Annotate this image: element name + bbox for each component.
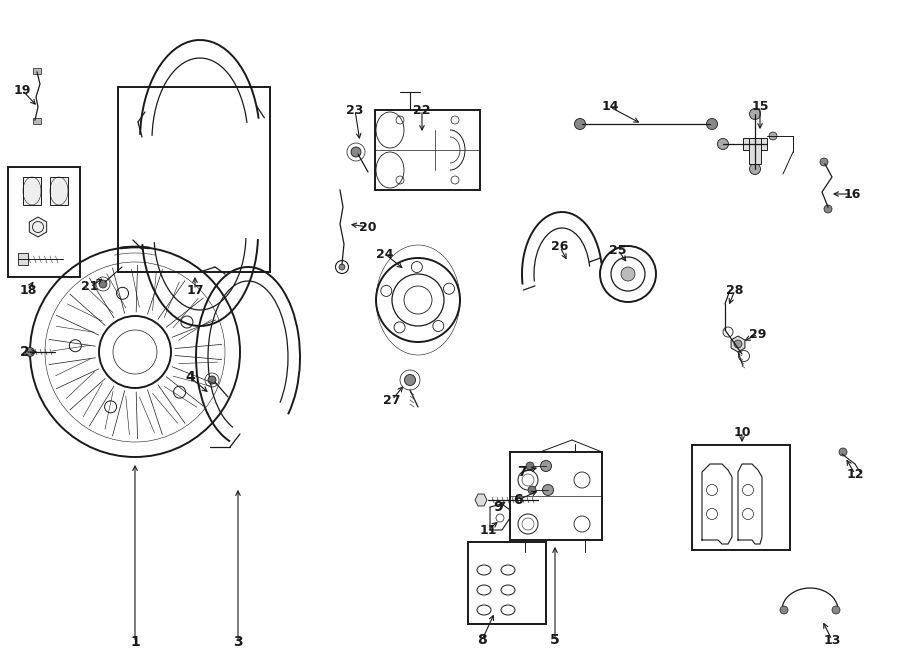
Text: 3: 3: [233, 635, 243, 649]
Text: 2: 2: [20, 345, 30, 359]
Circle shape: [734, 340, 742, 348]
Circle shape: [25, 348, 34, 357]
Circle shape: [541, 461, 552, 471]
Text: 9: 9: [493, 500, 503, 514]
Circle shape: [750, 164, 760, 175]
Text: 23: 23: [346, 103, 364, 117]
Text: 22: 22: [413, 103, 431, 117]
Bar: [692, 445, 790, 550]
Polygon shape: [30, 217, 47, 237]
Text: 8: 8: [477, 633, 487, 647]
Text: 26: 26: [552, 240, 569, 254]
Text: 24: 24: [376, 248, 394, 261]
Text: 7: 7: [518, 465, 526, 479]
Circle shape: [99, 280, 107, 288]
Text: 21: 21: [81, 281, 99, 293]
Text: 14: 14: [601, 101, 619, 113]
Text: 18: 18: [19, 283, 37, 297]
Bar: [50, 177, 68, 205]
Bar: [33, 68, 41, 74]
Circle shape: [528, 486, 536, 494]
Text: 11: 11: [479, 524, 497, 536]
Circle shape: [621, 267, 635, 281]
Circle shape: [839, 448, 847, 456]
Text: 1: 1: [130, 635, 140, 649]
Circle shape: [706, 118, 717, 130]
Text: 13: 13: [824, 634, 841, 647]
Bar: [33, 118, 41, 124]
Circle shape: [574, 118, 586, 130]
Bar: [510, 452, 602, 540]
Bar: [749, 138, 761, 164]
Circle shape: [717, 138, 728, 150]
Circle shape: [339, 264, 345, 270]
Circle shape: [351, 147, 361, 157]
Text: 10: 10: [734, 426, 751, 438]
Bar: [375, 110, 480, 190]
Bar: [8, 167, 80, 277]
Polygon shape: [731, 336, 745, 352]
Text: 15: 15: [752, 101, 769, 113]
Text: 27: 27: [383, 393, 400, 406]
Circle shape: [832, 606, 840, 614]
Circle shape: [526, 462, 534, 470]
Bar: [23, 177, 41, 205]
Text: 19: 19: [14, 83, 31, 97]
Text: 12: 12: [846, 467, 864, 481]
Circle shape: [208, 376, 216, 384]
Circle shape: [820, 158, 828, 166]
Bar: [118, 87, 270, 272]
Circle shape: [404, 375, 416, 385]
Circle shape: [543, 485, 553, 495]
Bar: [18, 253, 28, 265]
Text: 6: 6: [513, 493, 523, 507]
Text: 4: 4: [185, 370, 195, 384]
Bar: [468, 542, 546, 624]
Circle shape: [750, 109, 760, 120]
Text: 16: 16: [843, 187, 860, 201]
Text: 25: 25: [609, 244, 626, 256]
Text: 20: 20: [359, 220, 377, 234]
Circle shape: [824, 205, 832, 213]
Text: 28: 28: [726, 283, 743, 297]
Text: 29: 29: [750, 328, 767, 340]
Text: 17: 17: [186, 283, 203, 297]
Bar: [743, 138, 767, 150]
Polygon shape: [475, 494, 487, 506]
Circle shape: [780, 606, 788, 614]
Text: 5: 5: [550, 633, 560, 647]
Circle shape: [769, 132, 777, 140]
